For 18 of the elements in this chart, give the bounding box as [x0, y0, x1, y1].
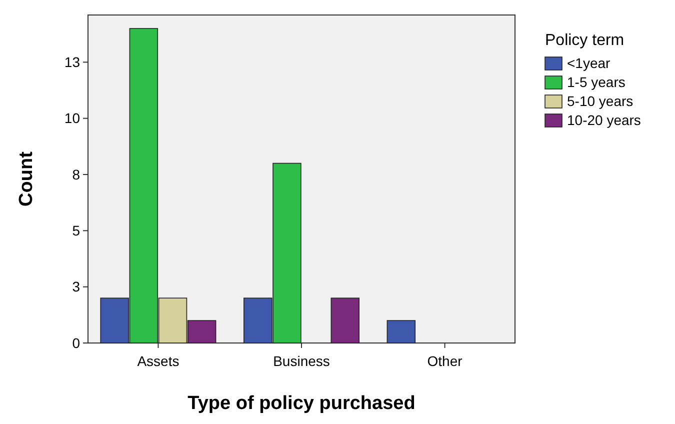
legend-label: 1-5 years: [567, 74, 626, 90]
y-tick-label: 10: [64, 110, 80, 126]
bar: [386, 320, 416, 344]
y-axis-title: Count: [16, 150, 37, 206]
y-tick-label: 0: [72, 334, 80, 351]
legend-label: 10-20 years: [567, 112, 641, 128]
bar: [330, 298, 360, 344]
y-tick-label: 13: [64, 54, 80, 70]
x-tick-label: Business: [273, 353, 330, 369]
y-tick-label: 5: [72, 222, 80, 239]
legend-label: 5-10 years: [567, 93, 634, 109]
x-axis-title: Type of policy purchased: [188, 393, 416, 414]
y-tick-label: 3: [72, 278, 80, 295]
legend-label: <1year: [567, 55, 611, 71]
x-tick-label: Other: [427, 353, 463, 369]
y-tick-label: 8: [72, 166, 80, 182]
legend-title: Policy term: [545, 32, 624, 49]
x-tick-label: Assets: [137, 353, 180, 369]
